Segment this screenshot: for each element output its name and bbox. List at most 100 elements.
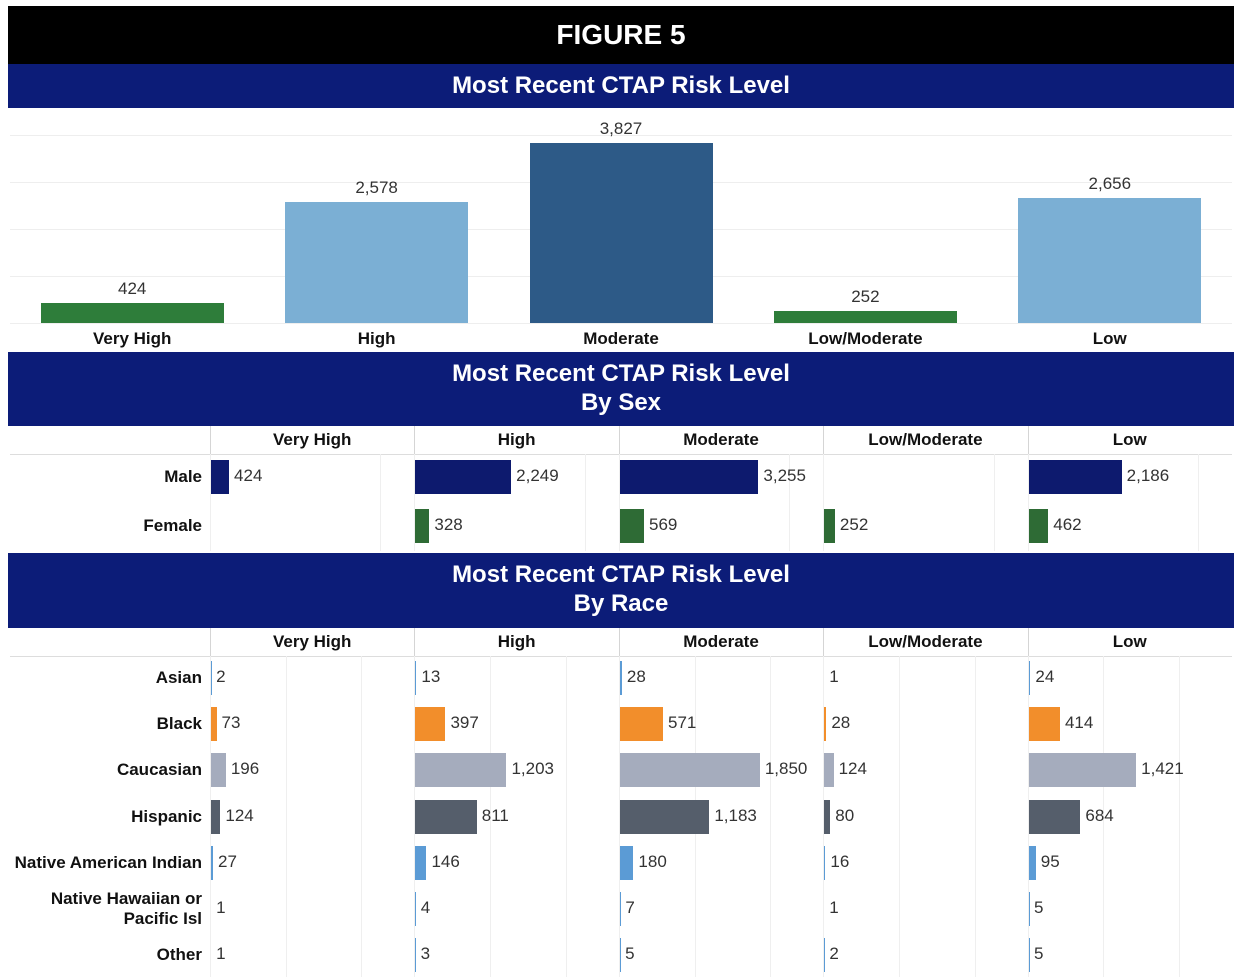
value-label: 28 — [626, 667, 646, 686]
bar — [415, 509, 430, 543]
bar — [619, 460, 759, 494]
grid-line — [414, 454, 416, 551]
panel-header: High — [497, 430, 536, 449]
value-label: 196 — [230, 759, 260, 779]
value-label: 2,249 — [516, 466, 559, 485]
grid-line — [974, 656, 976, 977]
row-label: Hispanic — [131, 806, 202, 826]
grid-line — [10, 135, 1232, 136]
x-tick-label: Very High — [92, 329, 172, 348]
bar — [285, 201, 469, 323]
value-label: 1 — [829, 667, 839, 686]
value-label: 2 — [216, 667, 226, 686]
bar — [529, 143, 713, 323]
grid-line — [285, 656, 287, 977]
bar — [211, 460, 230, 494]
value-label: 3,827 — [599, 119, 643, 139]
value-label: 4 — [420, 898, 431, 917]
row-label: Asian — [155, 668, 202, 687]
row-label: Caucasian — [116, 760, 202, 780]
value-label: 73 — [221, 713, 241, 733]
x-tick-label: Low/Moderate — [808, 329, 923, 348]
bar — [619, 845, 634, 880]
grid-line — [210, 656, 211, 977]
panel-header: Low/Moderate — [868, 430, 983, 449]
grid-line — [993, 454, 995, 551]
bar — [619, 892, 621, 926]
bar — [773, 311, 957, 323]
bar — [415, 753, 507, 788]
value-label: 252 — [851, 287, 880, 307]
bar — [619, 509, 645, 543]
value-label: 1,850 — [764, 759, 808, 779]
panel-header: Low — [1112, 632, 1147, 651]
row-label: Black — [156, 714, 202, 734]
bar — [619, 753, 760, 788]
bar — [211, 753, 226, 788]
chart-subtitle: By Race — [573, 590, 669, 617]
value-label: 5 — [1033, 944, 1044, 964]
row-label: Native Hawaiian or Pacific Isl — [50, 889, 202, 928]
grid-line — [10, 323, 1232, 324]
x-tick-label: Moderate — [583, 329, 659, 348]
value-label: 684 — [1085, 805, 1114, 825]
bar — [415, 661, 417, 695]
bar — [1028, 799, 1081, 834]
bar — [824, 509, 835, 543]
value-label: 5 — [625, 944, 635, 964]
value-label: 2,186 — [1126, 466, 1170, 485]
value-label: 1,421 — [1141, 759, 1184, 779]
grid-line — [789, 454, 791, 551]
value-label: 1,183 — [714, 805, 757, 825]
bar — [40, 303, 224, 323]
grid-line — [361, 656, 363, 977]
bar — [415, 845, 427, 880]
bar — [1028, 845, 1036, 880]
bar — [1028, 753, 1137, 788]
value-label: 124 — [225, 805, 254, 825]
value-label: 3,255 — [763, 466, 806, 485]
grid-line — [823, 656, 825, 977]
value-label: 2 — [829, 944, 839, 964]
chart-title: Most Recent CTAP Risk Level — [452, 360, 790, 387]
grid-line — [584, 454, 586, 551]
value-label: 397 — [450, 713, 479, 733]
header-rule — [10, 454, 1232, 455]
bar — [619, 661, 622, 695]
grid-line — [1197, 454, 1199, 551]
value-label: 124 — [838, 759, 867, 779]
x-tick-label: Low — [1092, 329, 1127, 348]
row-label: Female — [143, 516, 202, 535]
bar — [1028, 460, 1122, 494]
grid-line — [490, 656, 492, 977]
chart-title: Most Recent CTAP Risk Level — [452, 561, 790, 588]
bar — [415, 707, 446, 742]
bar — [824, 845, 826, 880]
bar — [1028, 509, 1049, 543]
value-label: 24 — [1035, 667, 1055, 686]
value-label: 1 — [216, 944, 226, 964]
grid-line — [380, 454, 382, 551]
grid-line — [565, 656, 567, 977]
panel-header: Moderate — [683, 430, 759, 449]
bar — [619, 799, 710, 834]
panel-header: High — [497, 632, 536, 651]
value-label: 2,656 — [1088, 174, 1132, 194]
value-label: 252 — [839, 515, 869, 534]
value-label: 2,578 — [355, 177, 398, 197]
bar — [824, 799, 831, 834]
value-label: 180 — [638, 851, 667, 871]
bar — [415, 460, 512, 494]
value-label: 811 — [481, 805, 509, 825]
grid-line — [1027, 454, 1029, 551]
value-label: 1 — [829, 898, 839, 917]
grid-line — [898, 656, 900, 977]
bar — [1028, 707, 1060, 742]
bar — [211, 799, 221, 834]
value-label: 424 — [118, 279, 147, 299]
value-label: 328 — [434, 515, 463, 534]
value-label: 13 — [421, 667, 441, 686]
row-label: Other — [156, 945, 202, 965]
chart-subtitle: By Sex — [580, 389, 662, 416]
